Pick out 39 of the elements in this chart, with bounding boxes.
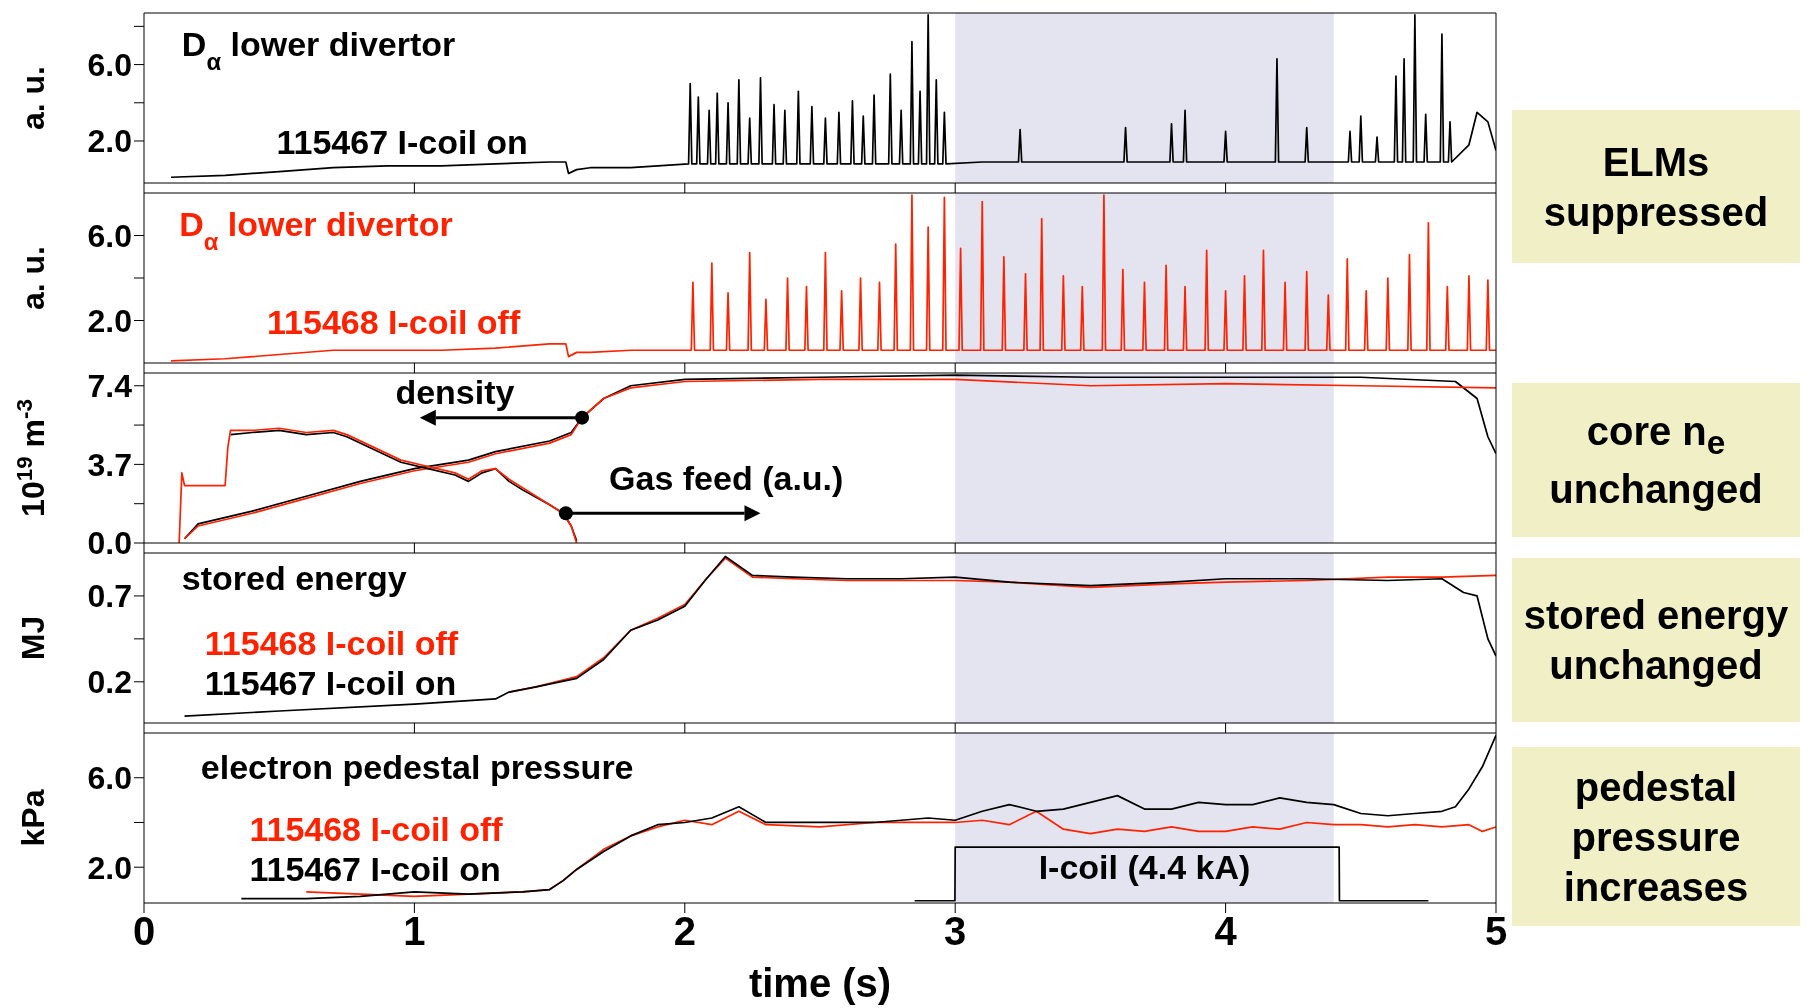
x-tick-label: 0: [132, 909, 156, 954]
series-label: 115468 I-coil off: [249, 810, 504, 848]
chart-title: electron pedestal pressure: [200, 748, 634, 786]
chart-title: stored energy: [181, 559, 407, 597]
y-tick-label: 6.0: [87, 760, 132, 797]
annotation: density: [395, 372, 515, 411]
x-tick-label: 1: [403, 909, 426, 954]
y-tick-label: 0.2: [87, 664, 132, 701]
y-tick-label: 0.0: [87, 525, 132, 562]
y-tick-label: 2.0: [87, 123, 132, 160]
y-tick-label: 6.0: [87, 217, 132, 254]
x-tick-label: 4: [1214, 909, 1238, 954]
series-label: 115467 I-coil on: [276, 123, 528, 161]
text: pedestal pressure increases: [1562, 763, 1750, 911]
x-tick-label: 5: [1484, 909, 1508, 954]
y-tick-label: 0.7: [87, 578, 132, 615]
y-tick-label: 3.7: [87, 446, 132, 483]
y-tick-label: 2.0: [87, 302, 132, 339]
series-label: 115467 I-coil on: [249, 850, 501, 888]
y-axis-title: MJ: [15, 615, 51, 661]
series-label: 115467 I-coil on: [204, 664, 457, 702]
y-tick-label: 7.4: [87, 368, 133, 405]
x-tick-label: 2: [673, 909, 696, 954]
y-tick-label: 6.0: [87, 46, 132, 83]
y-axis-title: a. u.: [15, 65, 51, 131]
text: D$_{α}$ lower divertor: [181, 25, 456, 75]
series-label: 115468 I-coil off: [204, 624, 459, 662]
text: core n$_{e}$ unchanged: [1548, 408, 1764, 513]
text: ELMs suppressed: [1542, 138, 1770, 236]
series-label: 115468 I-coil off: [267, 303, 521, 341]
y-axis-title: kPa: [15, 789, 51, 847]
annotation: I-coil (4.4 kA): [1038, 848, 1251, 886]
y-tick-label: 2.0: [87, 849, 132, 886]
annotation: Gas feed (a.u.): [609, 459, 844, 498]
text: D$_{α}$ lower divertor: [179, 205, 453, 255]
y-axis-title: a. u.: [15, 245, 51, 311]
text: stored energy unchanged: [1522, 592, 1790, 689]
x-tick-label: 3: [944, 909, 967, 954]
x-axis-title: time (s): [748, 961, 892, 1005]
